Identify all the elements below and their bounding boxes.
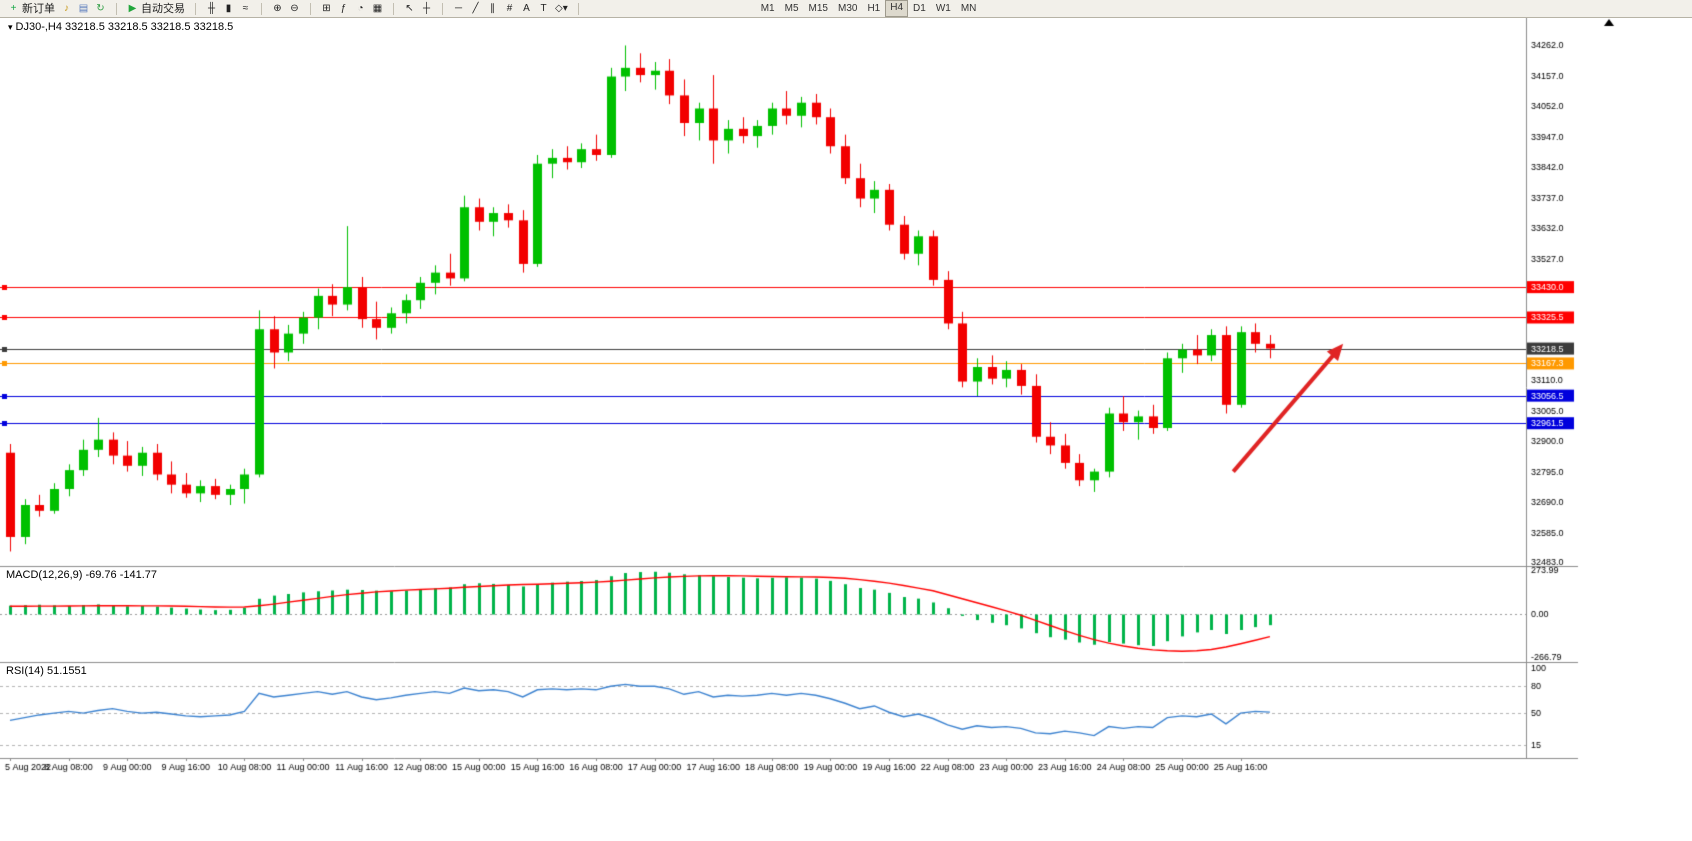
- channel-tool-icon[interactable]: ∥: [484, 1, 501, 17]
- toolbar-separator: [577, 2, 579, 15]
- trendline-tool-icon-glyph: ╱: [472, 2, 479, 14]
- shapes-tool-icon-glyph: ◇▾: [555, 2, 568, 14]
- tf-m5-button[interactable]: M5: [784, 3, 799, 14]
- tf-d1-button[interactable]: D1: [913, 3, 926, 14]
- fibonacci-tool-icon-glyph: #: [506, 2, 513, 14]
- text-tool-icon-glyph: A: [523, 2, 530, 14]
- period-icon[interactable]: ◔: [352, 1, 369, 17]
- chart-collapse-icon[interactable]: ▾: [8, 22, 13, 32]
- text-tool-icon[interactable]: A: [518, 1, 535, 17]
- tile-windows-icon-glyph: ⊞: [322, 2, 331, 14]
- line-chart-icon[interactable]: ≈: [237, 1, 254, 17]
- macd-label: MACD(12,26,9) -69.76 -141.77: [6, 569, 158, 581]
- zoom-in-icon-glyph: ⊕: [273, 2, 282, 14]
- auto-trading-button-glyph: ▶: [128, 2, 137, 14]
- tf-w1-button[interactable]: W1: [935, 3, 951, 14]
- profiles-icon[interactable]: ▤: [75, 1, 92, 17]
- crosshair-icon-glyph: ┼: [422, 2, 431, 14]
- candlestick-chart-icon[interactable]: ▮: [220, 1, 237, 17]
- zoom-out-icon-glyph: ⊖: [290, 2, 299, 14]
- trendline-tool-icon[interactable]: ╱: [467, 1, 484, 17]
- indicators-icon[interactable]: ƒ: [335, 1, 352, 17]
- bar-chart-icon-glyph: ╫: [207, 2, 216, 14]
- cursor-icon-glyph: ↖: [405, 2, 414, 14]
- period-icon-glyph: ◔: [357, 2, 364, 14]
- crosshair-icon[interactable]: ┼: [418, 1, 435, 17]
- tf-m15-button[interactable]: M15: [808, 3, 828, 14]
- bar-chart-icon[interactable]: ╫: [203, 1, 220, 17]
- tf-h4-button[interactable]: H4: [885, 0, 909, 17]
- toolbar-separator: [116, 2, 117, 15]
- toolbar-separator: [310, 2, 311, 15]
- templates-icon-glyph: ▦: [372, 2, 383, 14]
- sound-alert-icon[interactable]: ♪: [58, 1, 75, 17]
- zoom-out-icon[interactable]: ⊖: [286, 1, 303, 17]
- tf-h1-button[interactable]: H1: [867, 3, 881, 14]
- shapes-tool-icon[interactable]: ◇▾: [552, 1, 571, 17]
- toolbar-separator: [261, 2, 262, 15]
- toolbar-separator: [393, 2, 394, 15]
- chart-title-text: DJ30-,H4 33218.5 33218.5 33218.5 33218.5: [15, 21, 234, 33]
- hline-tool-icon-glyph: ─: [454, 2, 463, 14]
- auto-trading-button-label: 自动交易: [141, 2, 185, 15]
- refresh-icon-glyph: ↻: [96, 2, 105, 14]
- new-order-button[interactable]: + 新订单: [5, 1, 58, 17]
- new-order-button-glyph: +: [10, 2, 17, 14]
- toolbar-separator: [442, 2, 443, 15]
- chart-title: ▾ DJ30-,H4 33218.5 33218.5 33218.5 33218.…: [8, 21, 233, 33]
- tf-m30-button[interactable]: M30: [837, 3, 858, 14]
- profiles-icon-glyph: ▤: [78, 2, 89, 14]
- toolbar: + 新订单 ♪ ▤ ↻ ▶ 自动交易 ╫ ▮ ≈ ⊕ ⊖ ⊞ ƒ ◔ ▦ ↖ ┼ ─ ╱ ∥ # A T ◇▾ M1 M5 M15 M3…: [0, 0, 1692, 18]
- zoom-in-icon[interactable]: ⊕: [269, 1, 286, 17]
- refresh-icon[interactable]: ↻: [92, 1, 109, 17]
- tf-mn-button[interactable]: MN: [960, 3, 977, 14]
- sound-alert-icon-glyph: ♪: [64, 2, 69, 14]
- line-chart-icon-glyph: ≈: [242, 2, 249, 14]
- fibonacci-tool-icon[interactable]: #: [501, 1, 518, 17]
- rsi-label: RSI(14) 51.1551: [6, 665, 87, 677]
- tf-m1-button[interactable]: M1: [760, 3, 775, 14]
- auto-trading-button[interactable]: ▶ 自动交易: [124, 1, 188, 17]
- new-order-button-label: 新订单: [22, 2, 55, 15]
- hline-tool-icon[interactable]: ─: [450, 1, 467, 17]
- tile-windows-icon[interactable]: ⊞: [318, 1, 335, 17]
- indicators-icon-glyph: ƒ: [340, 2, 347, 14]
- channel-tool-icon-glyph: ∥: [490, 2, 495, 14]
- label-tool-icon-glyph: T: [540, 2, 547, 14]
- label-tool-icon[interactable]: T: [535, 1, 552, 17]
- templates-icon[interactable]: ▦: [369, 1, 386, 17]
- cursor-icon[interactable]: ↖: [401, 1, 418, 17]
- candlestick-chart-icon-glyph: ▮: [225, 2, 232, 14]
- toolbar-separator: [195, 2, 196, 15]
